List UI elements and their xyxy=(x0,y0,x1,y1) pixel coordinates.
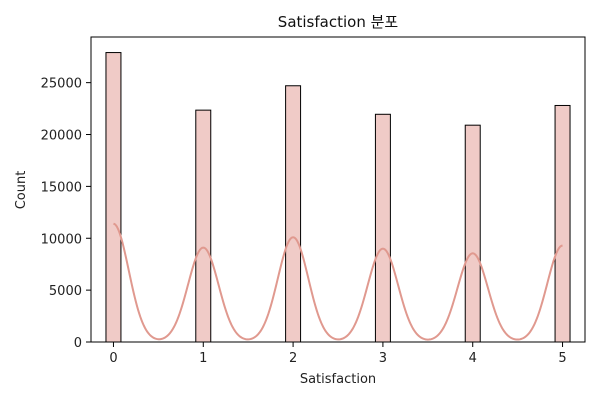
chart-title: Satisfaction 분포 xyxy=(278,13,399,31)
x-axis: 0 1 2 3 4 5 xyxy=(109,342,567,366)
y-tick-label-0: 0 xyxy=(74,336,82,351)
x-tick-label-0: 0 xyxy=(109,351,117,366)
histogram-bar-4 xyxy=(464,124,481,343)
x-axis-label: Satisfaction xyxy=(300,372,376,387)
y-tick-label-10000: 10000 xyxy=(41,232,82,247)
bars-layer xyxy=(105,52,571,343)
x-tick-label-2: 2 xyxy=(289,351,297,366)
y-tick-label-15000: 15000 xyxy=(41,180,82,195)
y-tick-label-5000: 5000 xyxy=(49,284,82,299)
y-axis: 0 5000 10000 15000 20000 25000 xyxy=(41,77,91,351)
histogram-bar-0 xyxy=(105,52,122,343)
histogram-bar-3 xyxy=(374,113,391,343)
histogram-bar-2 xyxy=(285,85,302,343)
x-tick-label-4: 4 xyxy=(469,351,477,366)
histogram-bar-5 xyxy=(554,104,571,343)
histogram-bar-1 xyxy=(195,109,212,343)
x-tick-label-1: 1 xyxy=(199,351,207,366)
kde-layer xyxy=(113,222,563,341)
plot-frame xyxy=(90,36,586,343)
x-tick-label-5: 5 xyxy=(558,351,566,366)
y-axis-label: Count xyxy=(14,171,29,210)
y-tick-label-25000: 25000 xyxy=(41,77,82,92)
y-tick-label-20000: 20000 xyxy=(41,129,82,144)
x-tick-label-3: 3 xyxy=(379,351,387,366)
kde-curve xyxy=(113,222,563,341)
